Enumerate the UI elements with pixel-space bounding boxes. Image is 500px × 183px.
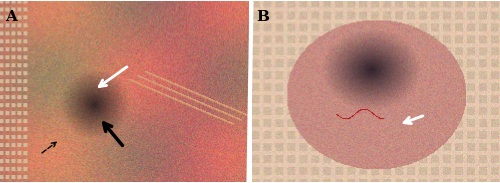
Text: A: A bbox=[5, 10, 17, 25]
Text: B: B bbox=[256, 10, 270, 25]
